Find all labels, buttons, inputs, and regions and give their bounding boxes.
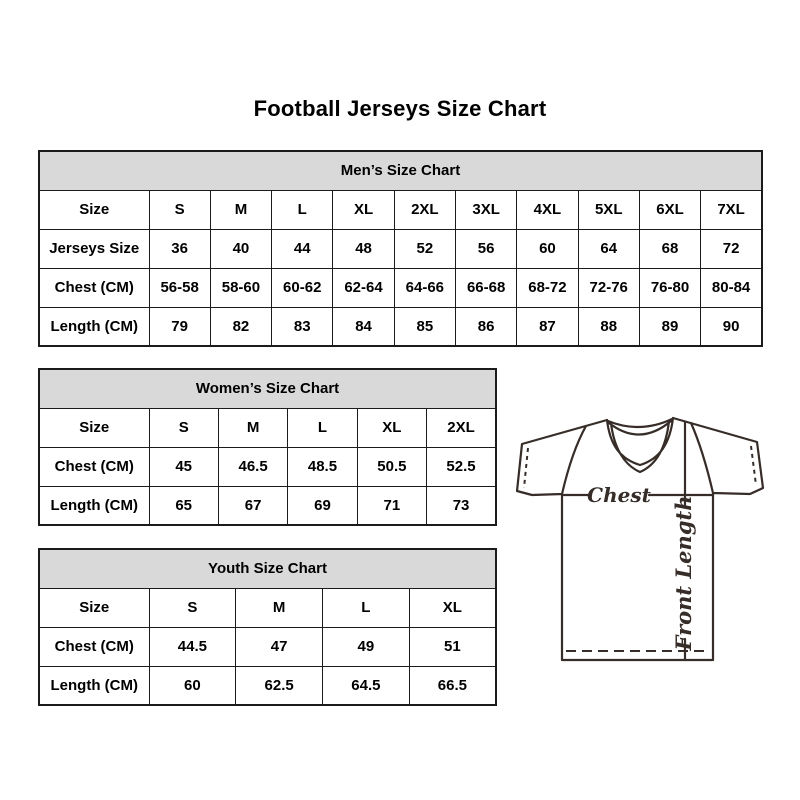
table-cell: 58-60 <box>209 267 273 308</box>
table-cell: S <box>148 189 211 230</box>
table-cell: 5XL <box>577 189 640 230</box>
left-cuff-stitch-line <box>523 447 529 489</box>
table-cell: 66.5 <box>408 665 497 706</box>
right-cuff-stitch-line <box>750 445 757 486</box>
table-cell: M <box>235 587 323 628</box>
table-cell: 40 <box>209 228 273 269</box>
table-cell: 52 <box>393 228 456 269</box>
table-cell: 84 <box>332 306 395 347</box>
table-cell: 80-84 <box>700 267 763 308</box>
table-cell: 82 <box>209 306 273 347</box>
table-cell: 64.5 <box>322 665 410 706</box>
table-cell: M <box>209 189 273 230</box>
table-cell: L <box>287 407 358 448</box>
table-cell: 52.5 <box>426 446 497 487</box>
table-cell: 2XL <box>426 407 497 448</box>
table-cell: 3XL <box>454 189 518 230</box>
table-cell: 89 <box>638 306 702 347</box>
row-label: Size <box>38 407 150 448</box>
table-cell: S <box>148 407 219 448</box>
table-cell: 86 <box>454 306 518 347</box>
table-cell: 45 <box>148 446 219 487</box>
row-label: Chest (CM) <box>38 267 150 308</box>
table-section-title: Women’s Size Chart <box>38 368 497 409</box>
table-cell: 48.5 <box>287 446 358 487</box>
table-cell: 4XL <box>516 189 579 230</box>
table-cell: 88 <box>577 306 640 347</box>
table-cell: 60 <box>148 665 237 706</box>
table-cell: S <box>148 587 237 628</box>
table-cell: 56-58 <box>148 267 211 308</box>
table-cell: L <box>271 189 334 230</box>
table-cell: 7XL <box>700 189 763 230</box>
table-cell: 47 <box>235 626 323 667</box>
table-cell: 60 <box>516 228 579 269</box>
table-cell: 83 <box>271 306 334 347</box>
chest-label: Chest <box>587 483 651 507</box>
table-cell: L <box>322 587 410 628</box>
row-label: Length (CM) <box>38 485 150 526</box>
table-cell: XL <box>408 587 497 628</box>
table-cell: 73 <box>426 485 497 526</box>
womens-size-table: Women’s Size Chart Size S M L XL 2XL Chest (CM)… <box>38 368 497 526</box>
table-cell: 56 <box>454 228 518 269</box>
table-cell: 72 <box>700 228 763 269</box>
table-cell: 48 <box>332 228 395 269</box>
table-cell: 72-76 <box>577 267 640 308</box>
table-cell: 2XL <box>393 189 456 230</box>
table-cell: 67 <box>217 485 289 526</box>
table-cell: 85 <box>393 306 456 347</box>
table-cell: 76-80 <box>638 267 702 308</box>
row-label: Length (CM) <box>38 306 150 347</box>
table-cell: M <box>217 407 289 448</box>
table-cell: 51 <box>408 626 497 667</box>
table-cell: 44.5 <box>148 626 237 667</box>
row-label: Size <box>38 189 150 230</box>
table-cell: XL <box>356 407 428 448</box>
table-cell: 90 <box>700 306 763 347</box>
jersey-outline <box>515 416 765 662</box>
table-cell: 49 <box>322 626 410 667</box>
front-length-label: Front Length <box>671 496 696 652</box>
jersey-measurement-diagram: Chest Front Length <box>515 416 765 662</box>
table-cell: 60-62 <box>271 267 334 308</box>
jersey-collar <box>605 416 675 474</box>
table-cell: 68 <box>638 228 702 269</box>
table-cell: 87 <box>516 306 579 347</box>
table-cell: 50.5 <box>356 446 428 487</box>
table-section-title: Youth Size Chart <box>38 548 497 589</box>
row-label: Chest (CM) <box>38 626 150 667</box>
table-cell: 36 <box>148 228 211 269</box>
mens-size-table: Men’s Size Chart Size S M L XL 2XL 3XL 4XL 5XL 6XL… <box>38 150 763 347</box>
table-cell: 62.5 <box>235 665 323 706</box>
table-cell: 44 <box>271 228 334 269</box>
page-title: Football Jerseys Size Chart <box>253 96 547 121</box>
table-cell: 68-72 <box>516 267 579 308</box>
table-cell: 71 <box>356 485 428 526</box>
table-cell: 65 <box>148 485 219 526</box>
row-label: Jerseys Size <box>38 228 150 269</box>
row-label: Size <box>38 587 150 628</box>
table-cell: 64-66 <box>393 267 456 308</box>
table-cell: 6XL <box>638 189 702 230</box>
table-cell: 79 <box>148 306 211 347</box>
table-cell: 64 <box>577 228 640 269</box>
table-cell: 69 <box>287 485 358 526</box>
table-cell: 62-64 <box>332 267 395 308</box>
table-cell: XL <box>332 189 395 230</box>
table-section-title: Men’s Size Chart <box>38 150 763 191</box>
table-cell: 46.5 <box>217 446 289 487</box>
row-label: Length (CM) <box>38 665 150 706</box>
table-cell: 66-68 <box>454 267 518 308</box>
youth-size-table: Youth Size Chart Size S M L XL Chest (CM) 44.5 4… <box>38 548 497 706</box>
row-label: Chest (CM) <box>38 446 150 487</box>
